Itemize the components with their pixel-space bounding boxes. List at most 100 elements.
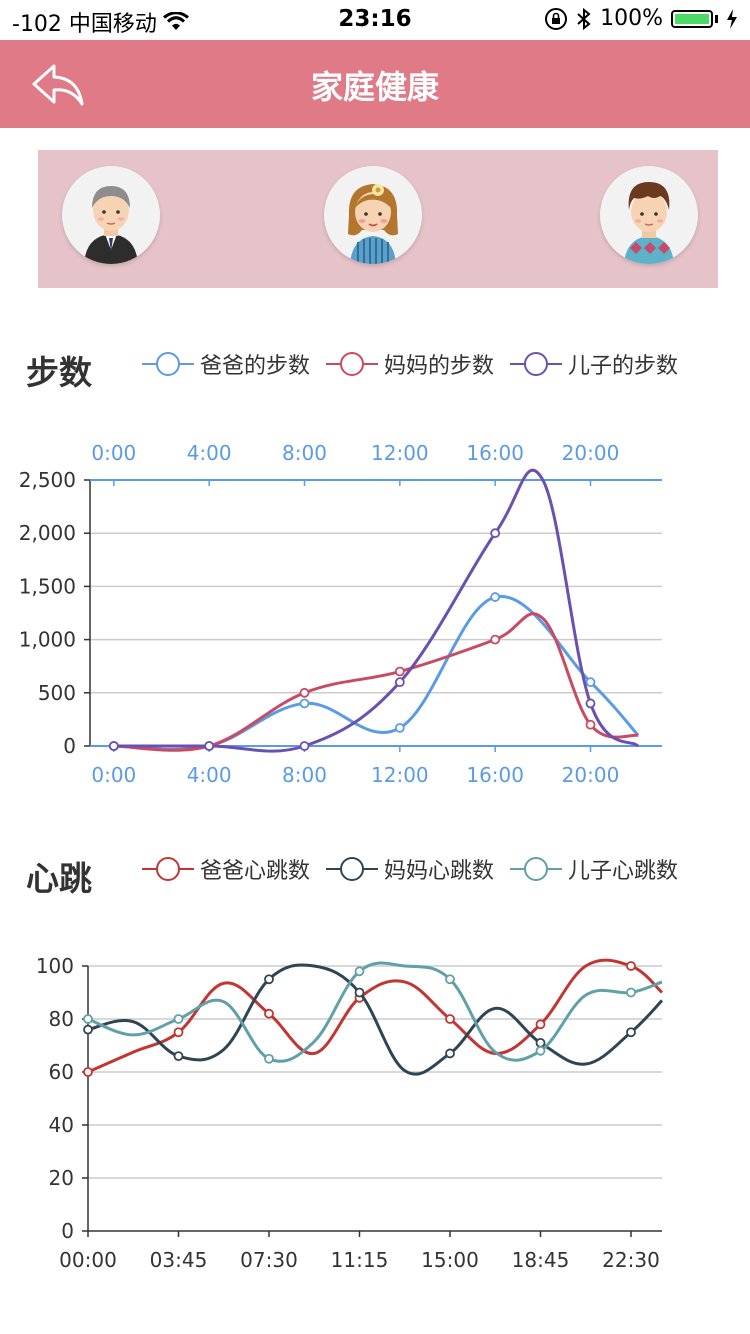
legend-mother-steps[interactable]: 妈妈的步数	[326, 348, 494, 380]
bluetooth-icon	[577, 7, 591, 30]
steps-top-tick-label: 8:00	[282, 441, 327, 465]
heart-data-point	[173, 1051, 184, 1061]
legend-son-steps[interactable]: 儿子的步数	[510, 348, 678, 380]
heart-y-tick-label: 80	[49, 1007, 74, 1031]
steps-data-point	[204, 741, 215, 751]
heart-data-point	[535, 1037, 546, 1048]
heart-data-point	[264, 974, 274, 985]
heart-x-tick-label: 03:45	[150, 1248, 208, 1272]
status-icons: 100%	[544, 6, 738, 31]
steps-y-tick-label: 1,000	[19, 628, 76, 652]
mother-avatar[interactable]	[324, 166, 422, 264]
legend-father-steps[interactable]: 爸爸的步数	[142, 348, 310, 380]
heart-data-point	[535, 1045, 546, 1056]
steps-top-tick-label: 4:00	[187, 441, 232, 465]
steps-top-tick-label: 0:00	[91, 441, 136, 465]
heart-data-point	[173, 1027, 184, 1038]
steps-data-point	[585, 719, 596, 730]
steps-x-tick-label: 0:00	[91, 763, 136, 787]
heart-y-tick-label: 60	[49, 1060, 74, 1084]
steps-y-tick-label: 1,500	[19, 574, 76, 598]
heart-title: 心跳	[26, 859, 92, 898]
heart-chart[interactable]: 0 20 40 60 80 100 00:00 03:45 07:30 11:15 15:00 18:…	[0, 940, 750, 1280]
father-avatar[interactable]	[62, 166, 160, 264]
clock: 23:16	[338, 6, 412, 32]
heart-series-line	[87, 963, 664, 1076]
steps-x-tick-label: 8:00	[282, 763, 327, 787]
steps-data-point	[394, 723, 405, 733]
heart-y-tick-label: 40	[49, 1113, 74, 1137]
heart-y-tick-label: 20	[49, 1166, 74, 1190]
steps-x-tick-label: 20:00	[562, 763, 620, 787]
steps-series-line	[113, 612, 639, 752]
heart-data-point	[626, 961, 636, 971]
battery-icon	[671, 9, 713, 28]
heart-x-tick-label: 18:45	[512, 1248, 570, 1272]
battery-level	[675, 13, 709, 24]
steps-x-tick-label: 12:00	[371, 763, 429, 787]
carrier-label: -102 中国移动	[12, 12, 157, 37]
heart-series-line	[87, 961, 663, 1063]
battery-tip	[715, 14, 718, 23]
legend-father-steps-label: 爸爸的步数	[200, 354, 311, 379]
back-button[interactable]	[28, 60, 88, 108]
steps-data-point	[299, 741, 310, 751]
steps-y-tick-label: 0	[63, 734, 76, 758]
back-arrow-icon	[32, 64, 84, 106]
legend-mother-steps-marker	[326, 352, 379, 376]
steps-data-point	[490, 528, 501, 539]
heart-data-point	[354, 987, 365, 998]
heart-data-point	[535, 1019, 546, 1030]
heart-legend: 爸爸心跳数 妈妈心跳数 儿子心跳数	[142, 853, 678, 885]
heart-data-point	[83, 1024, 93, 1035]
legend-son-heart-label: 儿子心跳数	[568, 859, 679, 884]
legend-father-heart-marker	[142, 857, 194, 881]
heart-y-tick-label: 100	[36, 954, 74, 978]
heart-data-point	[445, 974, 455, 985]
heart-data-point	[445, 1014, 455, 1024]
steps-x-tick-label: 4:00	[187, 763, 232, 787]
heart-x-tick-label: 11:15	[331, 1248, 389, 1272]
steps-top-tick-label: 20:00	[562, 441, 620, 465]
heart-data-point	[83, 1014, 93, 1024]
legend-father-heart[interactable]: 爸爸心跳数	[142, 853, 310, 885]
steps-data-point	[490, 592, 501, 602]
steps-top-tick-label: 16:00	[466, 441, 524, 465]
steps-data-point	[585, 698, 596, 709]
heart-x-tick-label: 00:00	[59, 1248, 117, 1272]
heart-data-point	[626, 987, 636, 998]
legend-father-heart-label: 爸爸心跳数	[200, 859, 311, 884]
page-title: 家庭健康	[310, 68, 439, 106]
steps-series-line	[113, 468, 640, 753]
heart-data-point	[626, 1027, 636, 1038]
heart-data-point	[264, 1008, 274, 1019]
steps-y-tick-label: 500	[38, 681, 76, 705]
steps-series-line	[113, 594, 640, 751]
heart-data-point	[83, 1067, 93, 1077]
family-panel	[38, 150, 718, 288]
steps-data-point	[394, 666, 405, 677]
steps-data-point	[299, 687, 310, 698]
carrier-group: -102 中国移动	[12, 6, 189, 38]
status-bar: -102 中国移动 23:16 100%	[0, 0, 750, 40]
legend-mother-heart-label: 妈妈心跳数	[384, 859, 495, 884]
heart-data-point	[445, 1048, 455, 1059]
steps-data-point	[490, 634, 501, 645]
heart-series-line	[87, 958, 664, 1074]
steps-data-point	[585, 677, 596, 688]
steps-data-point	[108, 741, 119, 751]
son-avatar[interactable]	[600, 166, 698, 264]
steps-legend: 爸爸的步数 妈妈的步数 儿子的步数	[142, 348, 678, 380]
steps-title: 步数	[26, 353, 92, 392]
steps-chart[interactable]: 0 500 1,000 1,500 2,000 2,500 0:00 0:00 4:00 4:00…	[0, 420, 750, 800]
nav-bar: 家庭健康	[0, 40, 750, 128]
heart-data-point	[264, 1053, 274, 1064]
legend-mother-heart-marker	[326, 857, 379, 881]
legend-mother-heart[interactable]: 妈妈心跳数	[326, 853, 494, 885]
orientation-lock-icon	[545, 7, 568, 30]
charging-icon	[727, 8, 737, 29]
legend-son-heart[interactable]: 儿子心跳数	[510, 853, 678, 885]
heart-y-tick-label: 0	[61, 1219, 74, 1243]
heart-x-tick-label: 22:30	[602, 1248, 660, 1272]
legend-son-steps-label: 儿子的步数	[568, 354, 679, 379]
